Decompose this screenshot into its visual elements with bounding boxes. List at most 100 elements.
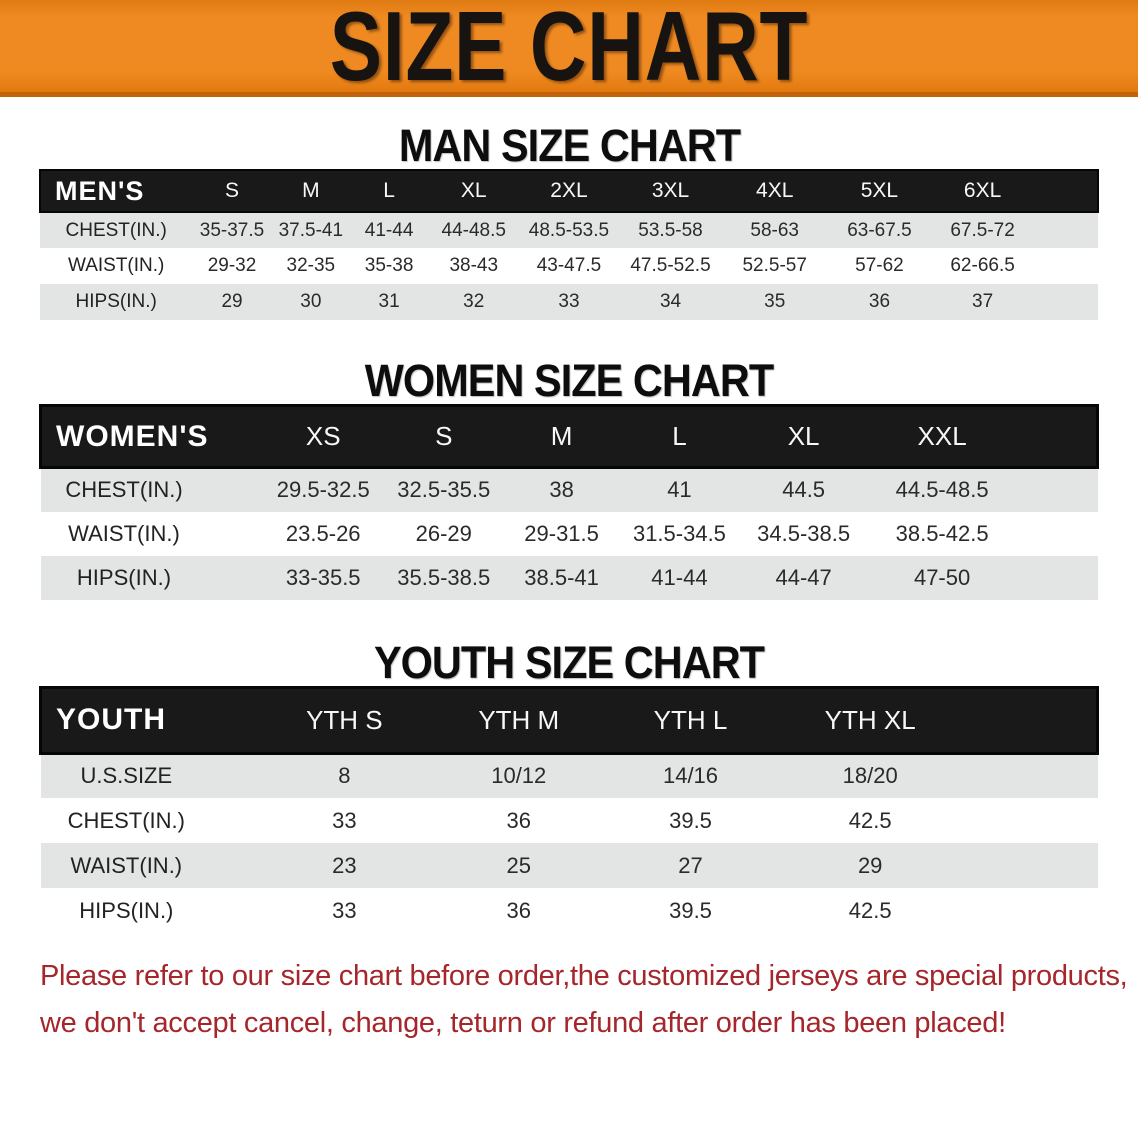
size-column-header: 2XL [519, 169, 619, 213]
size-value-cell: 33 [332, 897, 357, 923]
header-spacer [1016, 404, 1100, 469]
size-column-header: M [271, 169, 350, 213]
size-column-header: S [384, 404, 504, 469]
size-value-cell: 29 [775, 843, 966, 888]
row-label: WAIST(IN.) [68, 520, 180, 546]
page-title: SIZE CHART [329, 0, 809, 101]
row-spacer [1016, 512, 1097, 556]
size-value-cell: 41-44 [349, 212, 429, 248]
size-value-cell: 47-50 [868, 555, 1017, 600]
size-column-header: 4XL [722, 169, 828, 213]
size-value-cell: 57-62 [855, 255, 904, 276]
mens-header-row: MEN'S S M L XL 2XL 3XL 4XL 5XL 6XL [38, 169, 1099, 213]
row-spacer [1016, 467, 1098, 512]
size-value-cell: 44-47 [739, 555, 869, 600]
table-row: HIPS(IN.) 33-35.5 35.5-38.5 38.5-41 41-4… [40, 555, 1098, 600]
size-value-cell: 26-29 [415, 520, 472, 546]
size-value-cell: 23.5-26 [285, 520, 361, 546]
size-value-cell: 42.5 [848, 897, 892, 923]
size-value-cell: 10/12 [431, 753, 606, 798]
size-column-header: YTH M [431, 685, 606, 755]
size-value-cell: 63-67.5 [827, 212, 932, 248]
size-value-cell: 35.5-38.5 [384, 555, 504, 600]
size-value-cell: 29.5-32.5 [262, 467, 385, 512]
size-value-cell: 53.5-58 [618, 212, 723, 248]
size-value-cell: 37.5-41 [271, 212, 350, 248]
womens-size-table: WOMEN'S XS S M L XL XXL CHEST(IN.) 29.5-… [39, 404, 1100, 600]
size-value-cell: 48.5-53.5 [519, 212, 619, 248]
mens-size-table: MEN'S S M L XL 2XL 3XL 4XL 5XL 6XL CHEST… [38, 169, 1099, 320]
table-row: CHEST(IN.) 35-37.5 37.5-41 41-44 44-48.5… [40, 212, 1098, 248]
size-column-header: XXL [868, 404, 1017, 469]
size-value-cell: 30 [271, 284, 350, 320]
size-value-cell: 34.5-38.5 [757, 520, 851, 546]
size-value-cell: 33-35.5 [262, 555, 385, 600]
size-value-cell: 33 [519, 284, 619, 320]
header-spacer [1033, 169, 1099, 213]
size-value-cell: 43-47.5 [536, 255, 602, 276]
table-row: HIPS(IN.) 29 30 31 32 33 34 35 36 37 [40, 284, 1098, 320]
size-value-cell: 35-38 [364, 255, 414, 276]
row-spacer [965, 843, 1098, 888]
table-row: WAIST(IN.) 29-32 32-35 35-38 38-43 43-47… [40, 248, 1098, 284]
size-value-cell: 35 [722, 284, 828, 320]
size-column-header: 5XL [827, 169, 932, 213]
table-row: CHEST(IN.) 33 36 39.5 42.5 [41, 798, 1098, 843]
size-column-header: 3XL [618, 169, 723, 213]
row-label: CHEST(IN.) [40, 212, 193, 248]
size-column-header: XL [739, 404, 869, 469]
womens-header-label: WOMEN'S [39, 404, 263, 469]
size-value-cell: 32-35 [286, 255, 336, 276]
size-value-cell: 32 [428, 284, 520, 320]
row-label: U.S.SIZE [40, 753, 258, 798]
disclaimer-line-1: Please refer to our size chart before or… [40, 960, 1128, 992]
size-value-cell: 31 [349, 284, 429, 320]
table-row: WAIST(IN.) 23.5-26 26-29 29-31.5 31.5-34… [41, 512, 1098, 556]
size-value-cell: 25 [431, 843, 606, 888]
row-spacer [965, 753, 1098, 798]
size-value-cell: 42.5 [848, 807, 892, 833]
row-label: WAIST(IN.) [67, 255, 165, 276]
size-value-cell: 33 [332, 807, 357, 833]
size-value-cell: 39.5 [669, 807, 712, 833]
size-value-cell: 23 [257, 843, 432, 888]
size-column-header: YTH S [257, 685, 432, 755]
size-value-cell: 39.5 [669, 897, 712, 923]
size-value-cell: 47.5-52.5 [630, 255, 711, 276]
size-value-cell: 35-37.5 [192, 212, 272, 248]
size-value-cell: 29 [192, 284, 272, 320]
size-value-cell: 34 [618, 284, 723, 320]
size-value-cell: 38-43 [449, 255, 499, 276]
size-value-cell: 41 [619, 467, 740, 512]
row-spacer [965, 798, 1097, 843]
row-label: HIPS(IN.) [79, 897, 174, 923]
size-value-cell: 14/16 [605, 753, 776, 798]
size-value-cell: 36 [506, 807, 531, 833]
size-value-cell: 27 [605, 843, 776, 888]
header-spacer [965, 685, 1100, 755]
size-value-cell: 32.5-35.5 [384, 467, 504, 512]
size-value-cell: 58-63 [722, 212, 828, 248]
size-value-cell: 8 [257, 753, 432, 798]
row-spacer [1033, 212, 1098, 248]
table-row: HIPS(IN.) 33 36 39.5 42.5 [41, 888, 1098, 933]
size-value-cell: 44.5-48.5 [868, 467, 1017, 512]
row-spacer [1033, 284, 1098, 320]
womens-header-row: WOMEN'S XS S M L XL XXL [39, 404, 1100, 469]
man-section-title: MAN SIZE CHART [398, 120, 740, 171]
size-value-cell: 36 [827, 284, 932, 320]
row-label: HIPS(IN.) [40, 284, 193, 320]
youth-size-table: YOUTH YTH S YTH M YTH L YTH XL U.S.SIZE … [39, 685, 1100, 934]
size-value-cell: 31.5-34.5 [632, 520, 726, 546]
mens-header-label: MEN'S [38, 169, 193, 213]
size-column-header: YTH XL [775, 685, 966, 755]
size-value-cell: 44.5 [739, 467, 869, 512]
size-value-cell: 37 [931, 284, 1034, 320]
size-value-cell: 18/20 [775, 753, 966, 798]
youth-header-row: YOUTH YTH S YTH M YTH L YTH XL [39, 685, 1100, 755]
table-row: U.S.SIZE 8 10/12 14/16 18/20 [40, 753, 1098, 798]
size-value-cell: 52.5-57 [742, 255, 807, 276]
size-column-header: XS [262, 404, 385, 469]
youth-header-label: YOUTH [39, 685, 258, 755]
row-spacer [965, 888, 1097, 933]
